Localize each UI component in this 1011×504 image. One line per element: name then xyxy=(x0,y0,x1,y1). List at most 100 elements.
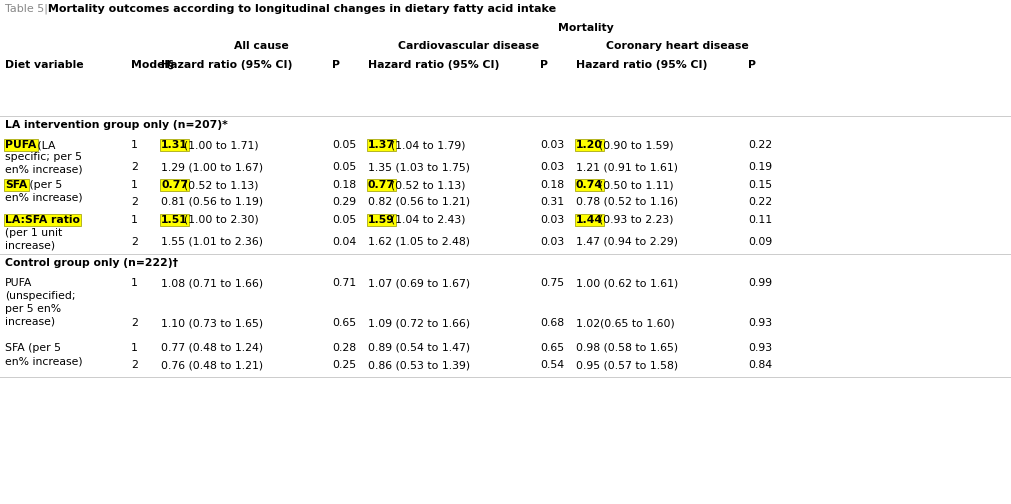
Text: 0.25: 0.25 xyxy=(332,360,356,370)
Text: PUFA: PUFA xyxy=(5,140,36,150)
Text: 1: 1 xyxy=(130,215,137,225)
Text: 1.29 (1.00 to 1.67): 1.29 (1.00 to 1.67) xyxy=(161,162,263,172)
Text: Mortality: Mortality xyxy=(557,23,613,33)
Text: 0.77 (0.48 to 1.24): 0.77 (0.48 to 1.24) xyxy=(161,343,263,353)
Text: Diet variable: Diet variable xyxy=(5,60,84,70)
Text: 1.20: 1.20 xyxy=(575,140,603,150)
Text: 1: 1 xyxy=(130,278,137,288)
Text: 0.19: 0.19 xyxy=(747,162,771,172)
Text: 0.84: 0.84 xyxy=(747,360,771,370)
Text: (1.00 to 2.30): (1.00 to 2.30) xyxy=(184,215,259,225)
Text: 2: 2 xyxy=(130,318,137,328)
Text: SFA: SFA xyxy=(5,180,27,190)
Text: 0.29: 0.29 xyxy=(332,197,356,207)
Text: LA:SFA ratio: LA:SFA ratio xyxy=(5,215,80,225)
Text: increase): increase) xyxy=(5,317,55,327)
Text: 0.04: 0.04 xyxy=(332,237,356,247)
Text: 0.65: 0.65 xyxy=(332,318,356,328)
Text: (0.52 to 1.13): (0.52 to 1.13) xyxy=(391,180,465,190)
Text: (1.00 to 1.71): (1.00 to 1.71) xyxy=(184,140,259,150)
Text: en% increase): en% increase) xyxy=(5,164,83,174)
Text: 1.51: 1.51 xyxy=(161,215,188,225)
Text: 0.77: 0.77 xyxy=(368,180,394,190)
Text: 0.98 (0.58 to 1.65): 0.98 (0.58 to 1.65) xyxy=(575,343,677,353)
Text: 0.74: 0.74 xyxy=(575,180,603,190)
Text: (per 1 unit: (per 1 unit xyxy=(5,228,63,238)
Text: 0.82 (0.56 to 1.21): 0.82 (0.56 to 1.21) xyxy=(368,197,470,207)
Text: 0.77: 0.77 xyxy=(161,180,188,190)
Text: (LA: (LA xyxy=(34,140,56,150)
Text: 0.54: 0.54 xyxy=(540,360,563,370)
Text: 1.21 (0.91 to 1.61): 1.21 (0.91 to 1.61) xyxy=(575,162,677,172)
Text: PUFA: PUFA xyxy=(5,278,32,288)
Text: 1.62 (1.05 to 2.48): 1.62 (1.05 to 2.48) xyxy=(368,237,469,247)
Text: 0.18: 0.18 xyxy=(332,180,356,190)
Text: 0.71: 0.71 xyxy=(332,278,356,288)
Text: 0.76 (0.48 to 1.21): 0.76 (0.48 to 1.21) xyxy=(161,360,263,370)
Text: 0.28: 0.28 xyxy=(332,343,356,353)
Text: 0.93: 0.93 xyxy=(747,343,771,353)
Text: 0.86 (0.53 to 1.39): 0.86 (0.53 to 1.39) xyxy=(368,360,470,370)
Text: Hazard ratio (95% CI): Hazard ratio (95% CI) xyxy=(575,60,707,70)
Text: 0.68: 0.68 xyxy=(540,318,563,328)
Text: 1.10 (0.73 to 1.65): 1.10 (0.73 to 1.65) xyxy=(161,318,263,328)
Text: 0.09: 0.09 xyxy=(747,237,771,247)
Text: 0.05: 0.05 xyxy=(332,162,356,172)
Text: P: P xyxy=(332,60,340,70)
Text: Hazard ratio (95% CI): Hazard ratio (95% CI) xyxy=(368,60,498,70)
Text: 1.59: 1.59 xyxy=(368,215,394,225)
Text: 1: 1 xyxy=(130,180,137,190)
Text: 2: 2 xyxy=(130,237,137,247)
Text: en% increase): en% increase) xyxy=(5,192,83,202)
Text: (1.04 to 2.43): (1.04 to 2.43) xyxy=(391,215,465,225)
Text: (1.04 to 1.79): (1.04 to 1.79) xyxy=(391,140,465,150)
Text: SFA (per 5: SFA (per 5 xyxy=(5,343,61,353)
Text: 0.05: 0.05 xyxy=(332,140,356,150)
Text: 0.05: 0.05 xyxy=(332,215,356,225)
Text: 2: 2 xyxy=(130,197,137,207)
Text: 0.95 (0.57 to 1.58): 0.95 (0.57 to 1.58) xyxy=(575,360,677,370)
Text: increase): increase) xyxy=(5,240,55,250)
Text: 0.81 (0.56 to 1.19): 0.81 (0.56 to 1.19) xyxy=(161,197,263,207)
Text: (per 5: (per 5 xyxy=(26,180,63,190)
Text: 0.03: 0.03 xyxy=(540,140,564,150)
Text: 0.93: 0.93 xyxy=(747,318,771,328)
Text: 0.03: 0.03 xyxy=(540,215,564,225)
Text: (0.93 to 2.23): (0.93 to 2.23) xyxy=(599,215,673,225)
Text: 1.02(0.65 to 1.60): 1.02(0.65 to 1.60) xyxy=(575,318,674,328)
Text: 1.00 (0.62 to 1.61): 1.00 (0.62 to 1.61) xyxy=(575,278,677,288)
Text: Mortality outcomes according to longitudinal changes in dietary fatty acid intak: Mortality outcomes according to longitud… xyxy=(43,4,556,14)
Text: 1.31: 1.31 xyxy=(161,140,188,150)
Text: 1: 1 xyxy=(130,140,137,150)
Text: 1.47 (0.94 to 2.29): 1.47 (0.94 to 2.29) xyxy=(575,237,677,247)
Text: All cause: All cause xyxy=(234,41,288,51)
Text: Model§: Model§ xyxy=(130,60,174,70)
Text: (0.90 to 1.59): (0.90 to 1.59) xyxy=(599,140,673,150)
Text: Table 5|: Table 5| xyxy=(5,4,48,15)
Text: 1.37: 1.37 xyxy=(368,140,394,150)
Text: 0.99: 0.99 xyxy=(747,278,771,288)
Text: Control group only (n=222)†: Control group only (n=222)† xyxy=(5,258,178,268)
Text: Hazard ratio (95% CI): Hazard ratio (95% CI) xyxy=(161,60,292,70)
Text: 0.22: 0.22 xyxy=(747,140,771,150)
Text: (0.52 to 1.13): (0.52 to 1.13) xyxy=(184,180,259,190)
Text: Cardiovascular disease: Cardiovascular disease xyxy=(398,41,539,51)
Text: 1.44: 1.44 xyxy=(575,215,603,225)
Text: 2: 2 xyxy=(130,162,137,172)
Text: 0.18: 0.18 xyxy=(540,180,563,190)
Text: en% increase): en% increase) xyxy=(5,356,83,366)
Text: 1.55 (1.01 to 2.36): 1.55 (1.01 to 2.36) xyxy=(161,237,263,247)
Text: P: P xyxy=(747,60,755,70)
Text: 1: 1 xyxy=(130,343,137,353)
Text: specific; per 5: specific; per 5 xyxy=(5,152,82,162)
Text: 0.03: 0.03 xyxy=(540,237,564,247)
Text: 0.11: 0.11 xyxy=(747,215,771,225)
Text: 0.75: 0.75 xyxy=(540,278,563,288)
Text: LA intervention group only (n=207)*: LA intervention group only (n=207)* xyxy=(5,120,227,130)
Text: 0.31: 0.31 xyxy=(540,197,563,207)
Text: 0.03: 0.03 xyxy=(540,162,564,172)
Text: (unspecified;: (unspecified; xyxy=(5,291,76,301)
Text: 0.78 (0.52 to 1.16): 0.78 (0.52 to 1.16) xyxy=(575,197,677,207)
Text: 0.15: 0.15 xyxy=(747,180,771,190)
Text: 0.22: 0.22 xyxy=(747,197,771,207)
